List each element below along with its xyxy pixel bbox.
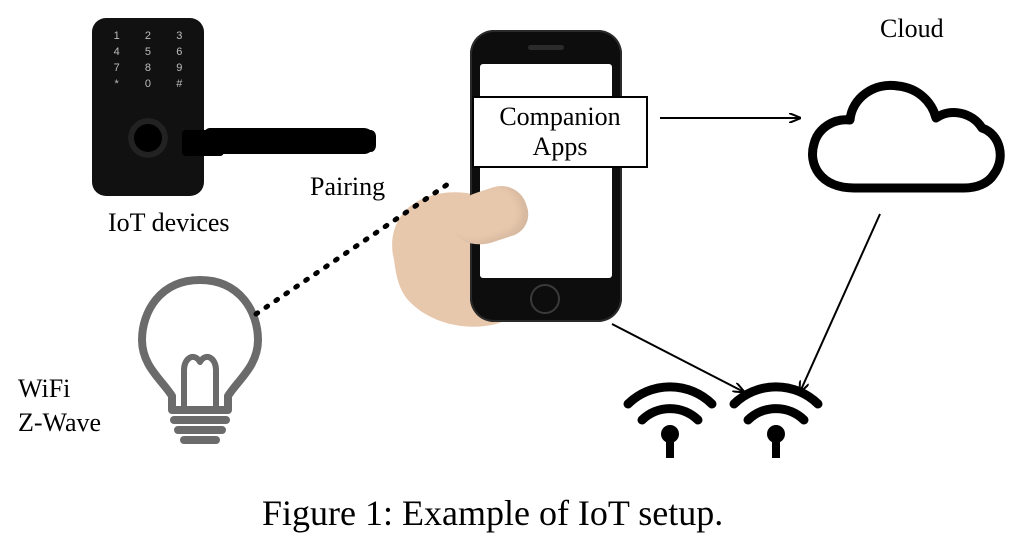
- phone-home-button: [530, 284, 560, 314]
- label-wifi: WiFi: [18, 374, 70, 404]
- diagram-stage: 123 456 789 * 0 #: [0, 0, 1028, 543]
- phone-body: [470, 30, 622, 322]
- keypad-digit: 2: [137, 30, 158, 42]
- keypad-digit: 1: [106, 30, 127, 42]
- wifi-icon-2: [726, 370, 826, 460]
- wifi-icon-1: [620, 370, 720, 460]
- keypad-digit: 8: [137, 62, 158, 74]
- lock-knob: [128, 118, 168, 158]
- keypad-digit: 0: [137, 78, 158, 90]
- edge-cloud-wifi: [800, 214, 880, 392]
- companion-line1: Companion: [484, 102, 636, 132]
- keypad-digit: 7: [106, 62, 127, 74]
- keypad-digit: 6: [169, 46, 190, 58]
- figure-caption: Figure 1: Example of IoT setup.: [262, 492, 723, 534]
- keypad-digit: 9: [169, 62, 190, 74]
- keypad-digit: 3: [169, 30, 190, 42]
- lock-body: 123 456 789 * 0 #: [92, 18, 204, 196]
- label-cloud: Cloud: [880, 14, 944, 44]
- smart-lock-icon: 123 456 789 * 0 #: [92, 18, 312, 198]
- keypad-digit: 5: [137, 46, 158, 58]
- label-iot-devices: IoT devices: [108, 208, 230, 238]
- label-pairing: Pairing: [310, 172, 385, 202]
- companion-line2: Apps: [484, 132, 636, 162]
- smartphone-in-hand: [430, 30, 660, 330]
- lightbulb-icon: [130, 270, 270, 450]
- keypad-digit: 4: [106, 46, 127, 58]
- phone-speaker: [528, 45, 564, 50]
- lock-keypad: 123 456 789 * 0 #: [106, 30, 190, 90]
- keypad-digit: *: [106, 78, 127, 90]
- label-companion-apps: Companion Apps: [472, 96, 648, 168]
- lock-handle: [204, 128, 374, 154]
- cloud-icon: [800, 70, 1010, 210]
- label-zwave: Z-Wave: [18, 408, 101, 438]
- keypad-digit: #: [169, 78, 190, 90]
